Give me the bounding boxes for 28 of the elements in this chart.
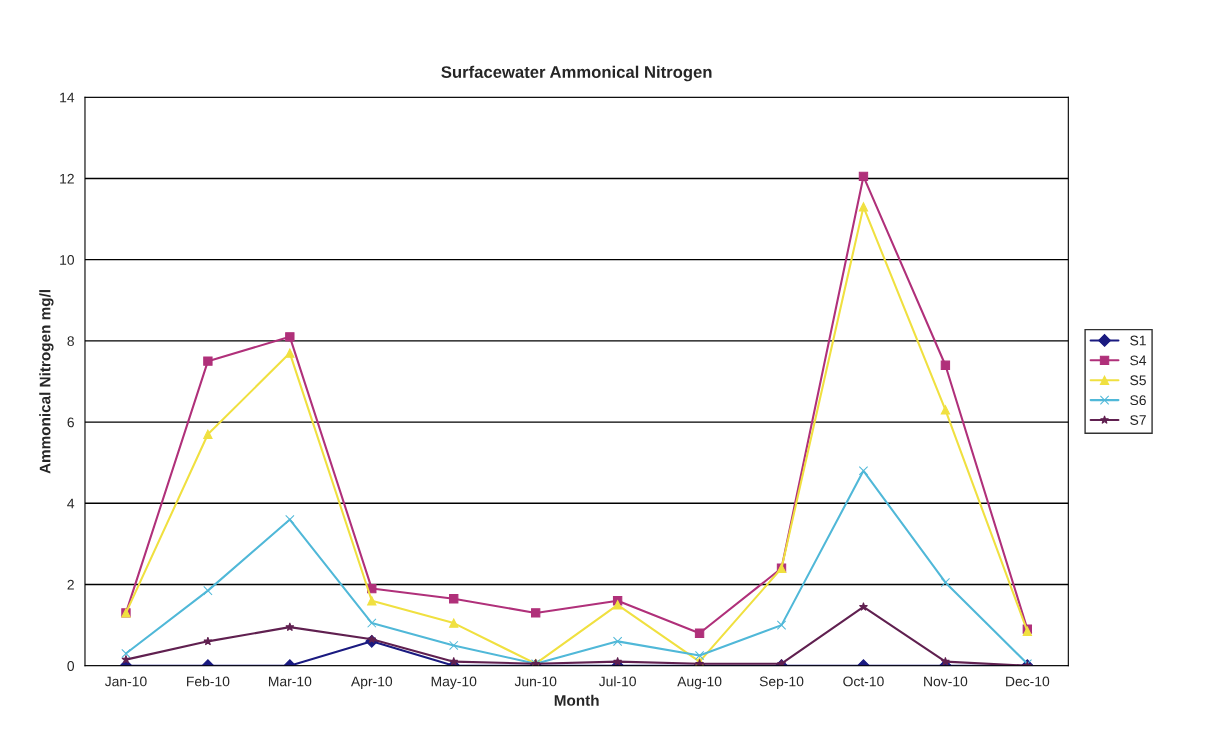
y-tick-label: 0 [67, 661, 75, 671]
x-tick-label: Nov-10 [924, 676, 968, 687]
x-axis-title: Month [554, 694, 599, 706]
y-axis-title: Ammonical Nitrogen mg/l [39, 290, 54, 474]
legend-label: S5 [1130, 375, 1146, 386]
x-tick-label: Sep-10 [759, 676, 804, 690]
y-tick-label: 6 [67, 417, 74, 428]
y-tick-label: 10 [60, 255, 75, 265]
x-tick-label: Jun-10 [514, 676, 557, 687]
y-tick-label: 12 [60, 173, 74, 184]
y-tick-label: 4 [67, 498, 75, 509]
x-tick-label: Apr-10 [350, 676, 393, 690]
chart-title: Surfacewater Ammonical Nitrogen [441, 65, 712, 82]
legend-label: S7 [1130, 415, 1146, 425]
y-tick-label: 14 [60, 92, 75, 103]
x-tick-label: Dec-10 [1006, 676, 1050, 687]
x-tick-label: Jul-10 [598, 676, 636, 687]
x-tick-label: Mar-10 [268, 676, 312, 687]
x-tick-label: Aug-10 [677, 676, 722, 690]
x-tick-label: May-10 [431, 676, 477, 690]
x-tick-label: Jan-10 [104, 676, 147, 687]
legend-label: S6 [1130, 395, 1146, 406]
legend-label: S1 [1130, 335, 1146, 346]
legend-label: S4 [1130, 355, 1147, 366]
y-tick-label: 2 [67, 579, 74, 590]
x-tick-label: Oct-10 [843, 676, 884, 687]
x-tick-label: Feb-10 [187, 676, 230, 687]
y-tick-label: 8 [67, 336, 74, 347]
